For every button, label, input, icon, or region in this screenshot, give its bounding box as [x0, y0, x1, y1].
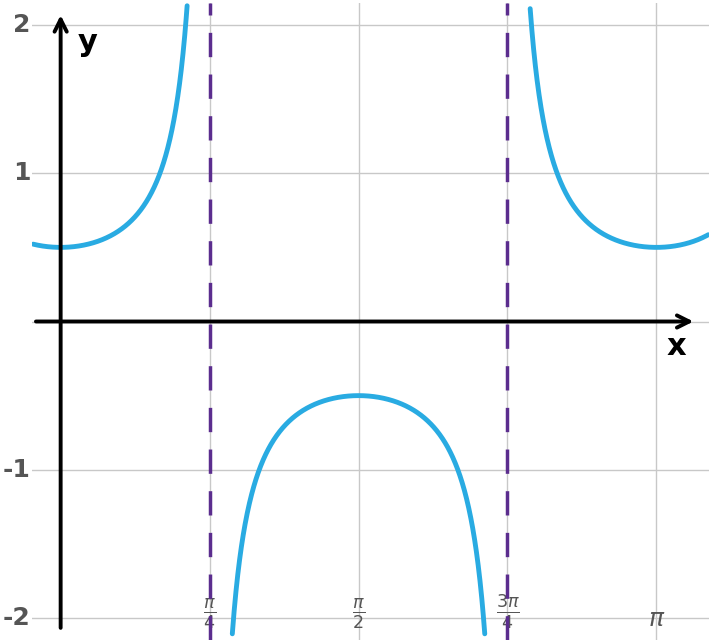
- Text: $\pi$: $\pi$: [648, 608, 665, 631]
- Text: 2: 2: [13, 13, 31, 37]
- Text: $\frac{\pi}{4}$: $\frac{\pi}{4}$: [203, 597, 216, 631]
- Text: -1: -1: [2, 458, 31, 482]
- Text: $\frac{\pi}{2}$: $\frac{\pi}{2}$: [352, 597, 365, 631]
- Text: x: x: [667, 332, 686, 361]
- Text: 1: 1: [13, 161, 31, 185]
- Text: y: y: [78, 28, 98, 57]
- Text: $\frac{3\pi}{4}$: $\frac{3\pi}{4}$: [496, 593, 520, 631]
- Text: -2: -2: [3, 606, 31, 630]
